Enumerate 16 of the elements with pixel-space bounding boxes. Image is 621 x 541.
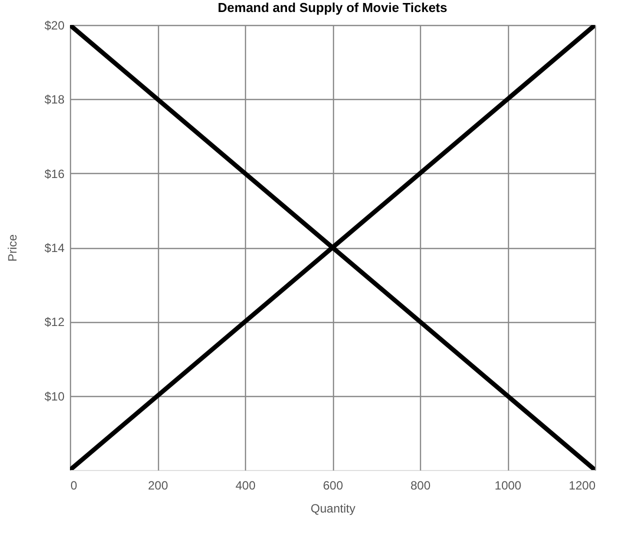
y-tick-label: $16 [44,166,65,181]
y-tick-label: $12 [44,315,65,330]
x-tick-label: 200 [148,478,168,492]
y-tick-label: $18 [44,92,65,107]
x-tick-label: 400 [235,478,256,492]
y-tick-label: $14 [44,241,65,255]
y-tick-label: $10 [44,389,65,404]
x-axis-title: Quantity [310,502,356,516]
y-tick-label: $20 [44,18,65,32]
x-tick-label: 1000 [494,478,522,492]
chart-title: Demand and Supply of Movie Tickets [218,0,448,15]
x-tick-label: 0 [70,478,78,492]
x-tick-label: 800 [410,478,431,492]
x-tick-label: 600 [322,478,344,492]
x-tick-label: 1200 [568,478,596,492]
y-axis-title: Price [5,234,20,262]
